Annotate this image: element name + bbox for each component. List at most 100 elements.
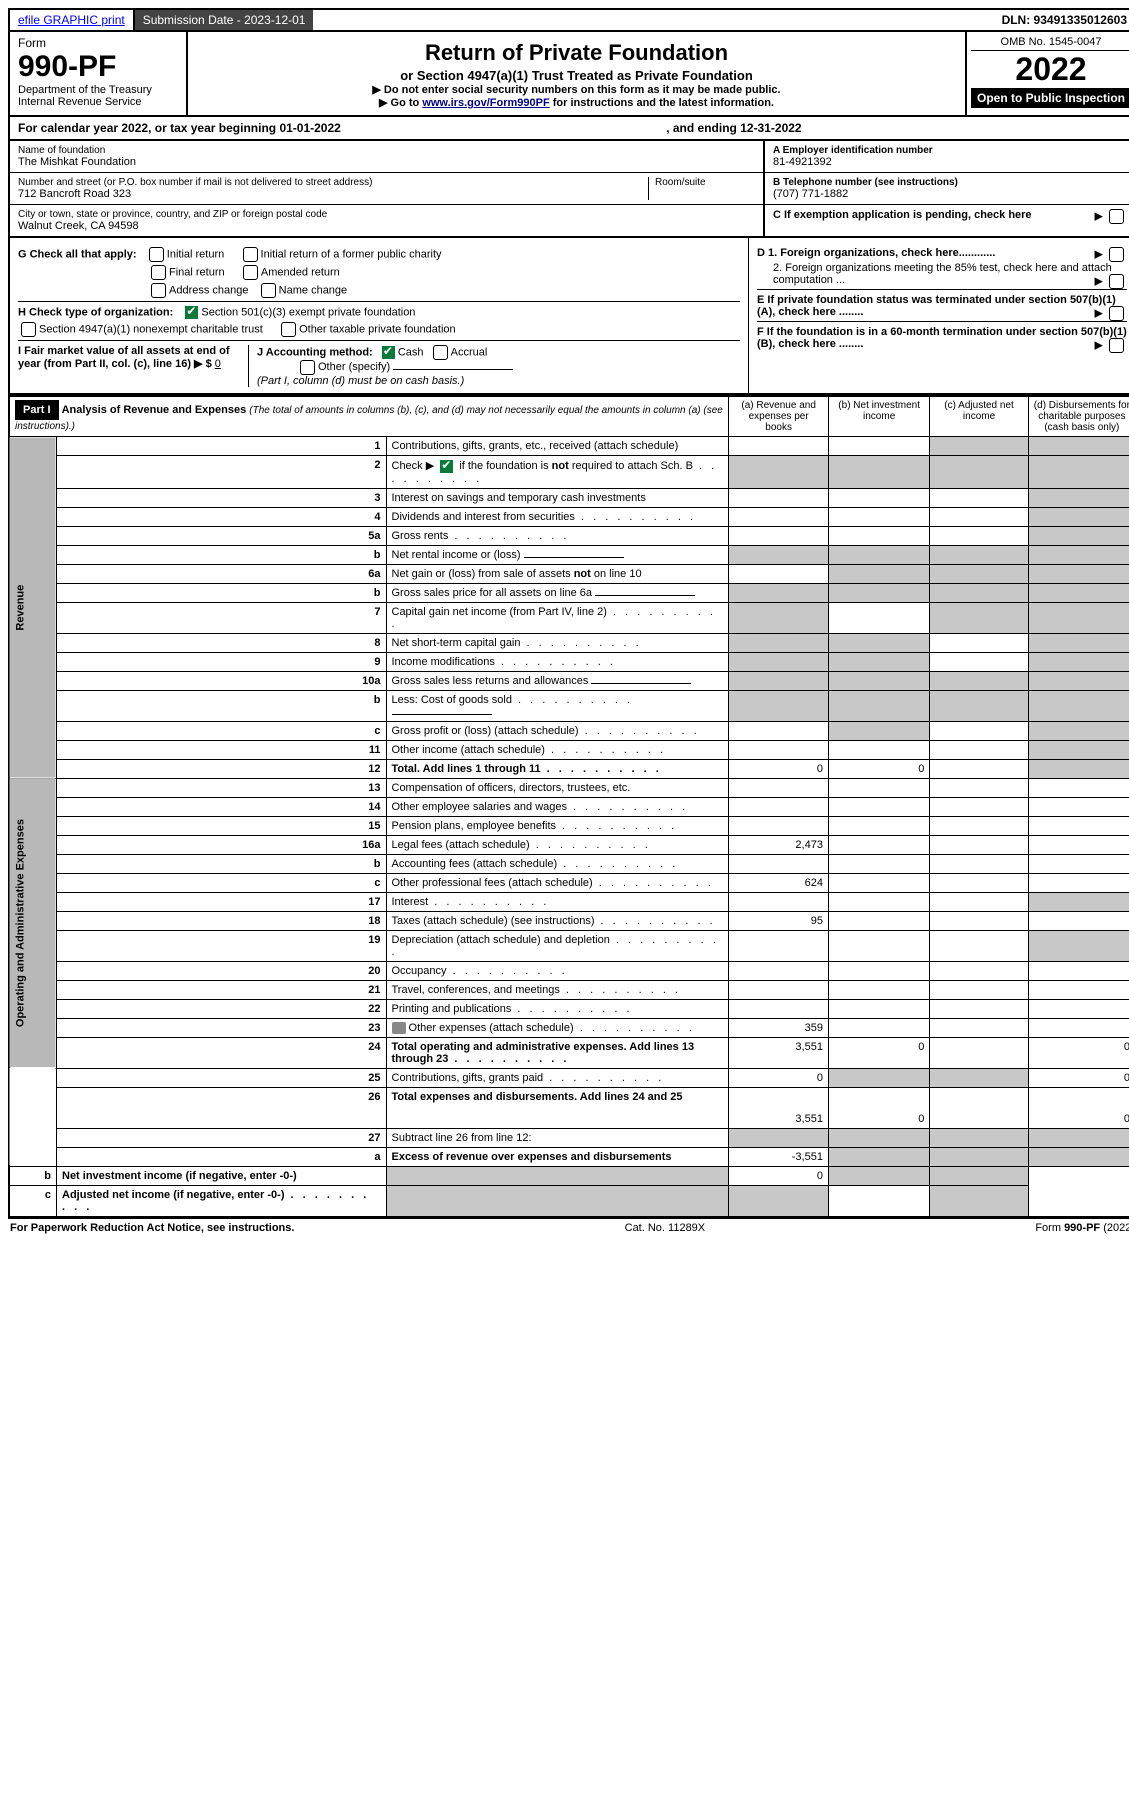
cell-d: [1028, 873, 1129, 892]
row-label: Excess of revenue over expenses and disb…: [386, 1147, 729, 1166]
cell-d: [1028, 740, 1129, 759]
top-bar: efile GRAPHIC print Submission Date - 20…: [8, 8, 1129, 32]
row-label: Net rental income or (loss): [386, 545, 729, 564]
d1-check[interactable]: [1109, 247, 1124, 262]
cell-c: [930, 721, 1028, 740]
cell-d: [1028, 961, 1129, 980]
d1: D 1. Foreign organizations, check here..…: [757, 247, 995, 259]
ein-lbl: A Employer identification number: [773, 145, 1127, 156]
row-label: Interest on savings and temporary cash i…: [386, 488, 729, 507]
row-num: 10a: [57, 671, 387, 690]
efile-print[interactable]: efile GRAPHIC print: [10, 10, 135, 30]
city-lbl: City or town, state or province, country…: [18, 209, 755, 220]
cell-a: 3,551: [729, 1087, 829, 1128]
g-final[interactable]: [151, 265, 166, 280]
cell-a: [386, 1166, 729, 1185]
cell-b: [828, 690, 929, 721]
cell-b: [828, 526, 929, 545]
cell-b: [828, 930, 929, 961]
cell-c: [930, 545, 1028, 564]
row-num: 8: [57, 633, 387, 652]
exemption-lbl: C If exemption application is pending, c…: [773, 209, 1032, 221]
cell-c: [930, 999, 1028, 1018]
g-initial[interactable]: [149, 247, 164, 262]
row-num: b: [57, 690, 387, 721]
cell-b: [828, 671, 929, 690]
row-num: 16a: [57, 835, 387, 854]
h-4947[interactable]: [21, 322, 36, 337]
row-label: Adjusted net income (if negative, enter …: [57, 1185, 387, 1217]
cell-c: [930, 633, 1028, 652]
j-cash[interactable]: [382, 346, 395, 359]
cell-c: [930, 456, 1028, 489]
g-address[interactable]: [151, 283, 166, 298]
cell-a: [729, 930, 829, 961]
f-opt: F If the foundation is in a 60-month ter…: [757, 326, 1127, 350]
cell-c: [930, 583, 1028, 602]
cell-c: [930, 1147, 1028, 1166]
exemption-checkbox[interactable]: [1109, 209, 1124, 224]
g-initial-former[interactable]: [243, 247, 258, 262]
cell-a: [729, 564, 829, 583]
cell-b: [828, 1128, 929, 1147]
city: Walnut Creek, CA 94598: [18, 220, 755, 232]
cell-c: [828, 1166, 929, 1185]
row-label: Legal fees (attach schedule): [386, 835, 729, 854]
cell-a: [729, 583, 829, 602]
cell-a: 95: [729, 911, 829, 930]
j-other[interactable]: [300, 360, 315, 375]
form-number: 990-PF: [18, 50, 178, 84]
cell-d: [1028, 980, 1129, 999]
row-label: Total. Add lines 1 through 11: [386, 759, 729, 778]
cell-b: [828, 507, 929, 526]
cell-d: [1028, 1147, 1129, 1166]
row-label: Capital gain net income (from Part IV, l…: [386, 602, 729, 633]
cell-d: [1028, 721, 1129, 740]
cell-b: [828, 911, 929, 930]
i-value: 0: [215, 358, 221, 370]
irs-link[interactable]: www.irs.gov/Form990PF: [422, 97, 549, 109]
row-num: 2: [57, 456, 387, 489]
part1-tag: Part I: [15, 400, 59, 420]
f-check[interactable]: [1109, 338, 1124, 353]
row-num: 6a: [57, 564, 387, 583]
h-501c3[interactable]: [185, 306, 198, 319]
omb: OMB No. 1545-0047: [971, 36, 1129, 51]
cell-d: [1028, 652, 1129, 671]
cell-a: [729, 1128, 829, 1147]
row-label: Other expenses (attach schedule): [386, 1018, 729, 1037]
part1-table: Part I Analysis of Revenue and Expenses …: [8, 395, 1129, 1218]
d2-check[interactable]: [1109, 274, 1124, 289]
cell-c: [930, 507, 1028, 526]
cell-b: [828, 437, 929, 456]
cell-a: [729, 488, 829, 507]
side-expenses: Operating and Administrative Expenses: [9, 778, 57, 1068]
cell-b: [828, 583, 929, 602]
cell-d: [1028, 835, 1129, 854]
cell-b: [828, 778, 929, 797]
e-check[interactable]: [1109, 306, 1124, 321]
cat-no: Cat. No. 11289X: [625, 1222, 706, 1234]
form-title: Return of Private Foundation: [194, 40, 959, 66]
cell-a: [729, 507, 829, 526]
row-num: 11: [57, 740, 387, 759]
h-other-tax[interactable]: [281, 322, 296, 337]
row-num: 26: [57, 1087, 387, 1128]
cell-b: [828, 1068, 929, 1087]
row-label: Gross rents: [386, 526, 729, 545]
i-label: I Fair market value of all assets at end…: [18, 345, 230, 370]
j-accrual[interactable]: [433, 345, 448, 360]
g-name[interactable]: [261, 283, 276, 298]
cell-b: [828, 456, 929, 489]
cell-c: [828, 1185, 929, 1217]
cell-d: 0: [1028, 1037, 1129, 1068]
cell-c: [930, 980, 1028, 999]
cell-c: [930, 797, 1028, 816]
cell-d: [1028, 456, 1129, 489]
j-foot: (Part I, column (d) must be on cash basi…: [257, 375, 464, 387]
col-c: (c) Adjusted net income: [930, 396, 1028, 437]
g-amended[interactable]: [243, 265, 258, 280]
side-revenue: Revenue: [9, 437, 57, 779]
cell-d: 0: [1028, 1068, 1129, 1087]
cell-b: 0: [828, 1087, 929, 1128]
